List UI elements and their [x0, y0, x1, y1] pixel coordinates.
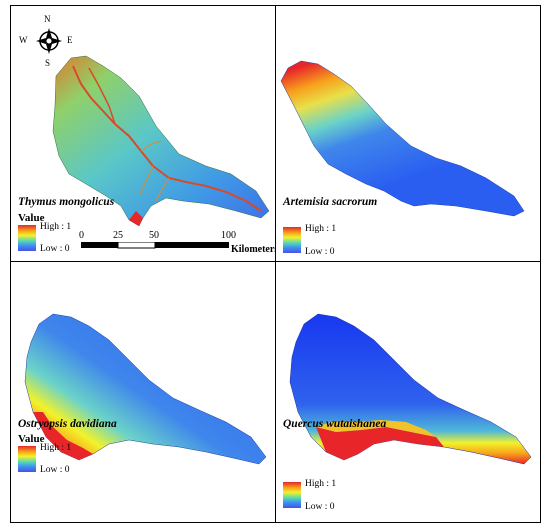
legend-low-label: Low : 0	[305, 247, 335, 257]
river-branch	[88, 67, 116, 125]
legend-color-ramp	[18, 225, 36, 251]
legend-high-label: High : 1	[305, 224, 337, 234]
habitat-map	[280, 60, 525, 217]
map-panel-artemisia: Artemisia sacrorum High : 1 Low : 0	[275, 5, 541, 262]
compass-n: N	[44, 14, 51, 24]
legend-low-label: Low : 0	[40, 244, 70, 254]
legend-low-label: Low : 0	[305, 502, 335, 512]
scale-tick-0: 0	[79, 230, 84, 241]
scale-tick-25: 25	[113, 230, 123, 241]
legend-title: Value	[18, 433, 45, 445]
map-panel-quercus: Quercus wutaishanea High : 1 Low : 0	[275, 261, 541, 523]
map-panel-thymus: N S E W Thymus mongolicus Value High : 1…	[10, 5, 279, 262]
south-edge-highlight	[33, 412, 93, 460]
scale-unit: Kilometers	[231, 244, 279, 255]
habitat-map	[289, 313, 532, 465]
habitat-map	[24, 313, 267, 465]
river-branch	[138, 140, 170, 202]
legend-high-label: High : 1	[40, 222, 72, 232]
species-label: Thymus mongolicus	[18, 196, 115, 208]
scale-bar: 0 25 50 100 Kilometers	[79, 230, 279, 256]
scale-tick-100: 100	[221, 230, 236, 241]
scale-tick-50: 50	[149, 230, 159, 241]
legend-high-label: High : 1	[40, 443, 72, 453]
compass-s: S	[45, 58, 51, 68]
north-arrow: N S E W	[19, 14, 77, 69]
compass-rose-icon	[36, 28, 62, 54]
south-edge-yellow	[316, 420, 436, 437]
habitat-map	[52, 55, 270, 227]
species-label: Ostryopsis davidiana	[18, 418, 117, 430]
legend-low-label: Low : 0	[40, 465, 70, 475]
legend-color-ramp	[283, 227, 301, 253]
species-label: Artemisia sacrorum	[283, 196, 378, 208]
south-edge-highlight	[129, 211, 143, 226]
river-network	[72, 65, 262, 212]
compass-e: E	[67, 35, 73, 45]
legend-color-ramp	[18, 446, 36, 472]
legend-title: Value	[18, 212, 45, 224]
legend-color-ramp	[283, 482, 301, 508]
scale-bar-graphic	[81, 242, 229, 249]
species-label: Quercus wutaishanea	[283, 418, 387, 430]
legend-high-label: High : 1	[305, 479, 337, 489]
map-panel-ostryopsis: Ostryopsis davidiana Value High : 1 Low …	[10, 261, 276, 523]
compass-w: W	[19, 35, 28, 45]
south-edge-highlight	[316, 427, 444, 460]
watershed-shape	[280, 60, 525, 217]
